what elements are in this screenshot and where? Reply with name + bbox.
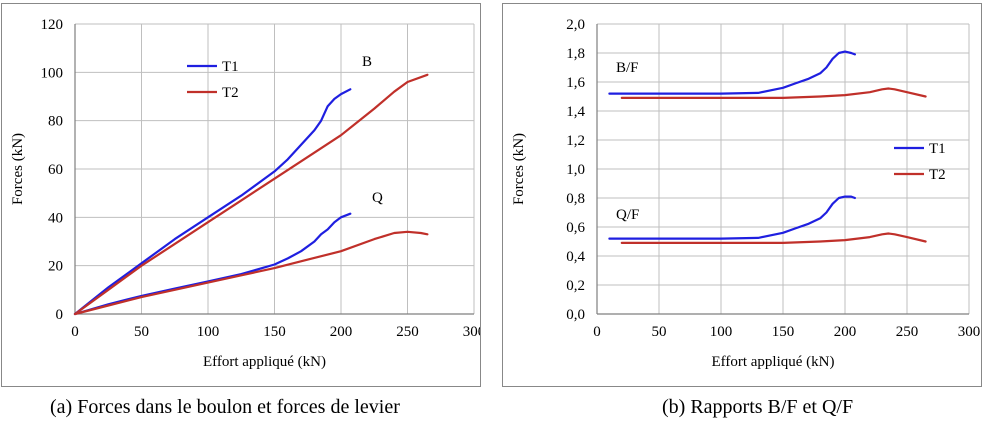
y-tick-label: 1,8: [566, 46, 585, 62]
x-tick-label: 200: [834, 324, 857, 340]
curve-annotation: Q: [372, 190, 383, 206]
y-tick-label: 120: [41, 17, 64, 33]
y-tick-label: 0,0: [566, 307, 585, 323]
legend-label-t2: T2: [929, 167, 946, 183]
y-tick-label: 1,4: [566, 104, 585, 120]
y-axis-title: Forces (kN): [10, 133, 26, 205]
x-tick-label: 50: [134, 324, 149, 340]
x-tick-label: 250: [896, 324, 919, 340]
caption-ratios: (b) Rapports B/F et Q/F: [662, 396, 854, 418]
x-tick-label: 100: [197, 324, 220, 340]
x-tick-label: 0: [593, 324, 601, 340]
series-line-t2-b: [73, 73, 429, 316]
series-line-t1-b: [73, 88, 352, 316]
x-axis-title: Effort appliqué (kN): [203, 354, 326, 370]
y-axis-title: Forces (kN): [511, 133, 527, 205]
y-tick-label: 60: [48, 162, 63, 178]
y-tick-label: 80: [48, 114, 63, 130]
series-line-t1-bf: [608, 50, 856, 95]
curve-annotation: B/F: [616, 60, 639, 76]
x-axis-title: Effort appliqué (kN): [711, 354, 834, 370]
y-tick-label: 20: [48, 259, 63, 275]
curve-annotation: B: [362, 54, 372, 70]
series-line-t1-qf: [608, 195, 856, 240]
chart-panel-forces: 0 50 100 150 200 250 300 0 20 40 60 80 100 120 Effort …: [1, 3, 481, 387]
x-tick-label: 250: [396, 324, 419, 340]
x-tick-label: 150: [263, 324, 286, 340]
x-tick-label: 200: [330, 324, 353, 340]
y-tick-label: 0,8: [566, 191, 585, 207]
y-tick-label: 0: [56, 307, 64, 323]
series-line-t2-q: [73, 230, 429, 316]
y-tick-label: 0,6: [566, 220, 585, 236]
caption-forces: (a) Forces dans le boulon et forces de l…: [50, 396, 400, 418]
y-tick-label: 2,0: [566, 17, 585, 33]
legend-label-t1: T1: [929, 141, 946, 157]
y-tick-label: 40: [48, 210, 63, 226]
series-line-t2-bf: [620, 87, 927, 100]
y-tick-label: 100: [41, 65, 64, 81]
x-tick-label: 50: [652, 324, 667, 340]
series-line-t2-qf: [620, 232, 927, 244]
series-line-t1-q: [73, 212, 352, 316]
y-tick-label: 1,0: [566, 162, 585, 178]
x-tick-label: 300: [958, 324, 981, 340]
ratios-chart: 0 50 100 150 200 250 300 0,0 0,2 0,4 0,6 0,8 1,0 1,2 1…: [511, 17, 981, 370]
x-tick-label: 150: [772, 324, 795, 340]
y-tick-label: 1,2: [566, 133, 585, 149]
curve-annotation: Q/F: [616, 207, 639, 223]
y-tick-label: 1,6: [566, 75, 585, 91]
x-tick-label: 300: [463, 324, 480, 340]
y-tick-label: 0,2: [566, 278, 585, 294]
x-tick-label: 100: [710, 324, 733, 340]
y-tick-label: 0,4: [566, 249, 585, 265]
x-tick-label: 0: [71, 324, 79, 340]
legend-label-t2: T2: [222, 85, 239, 101]
chart-panel-ratios: 0 50 100 150 200 250 300 0,0 0,2 0,4 0,6 0,8 1,0 1,2 1…: [502, 3, 982, 387]
forces-chart: 0 50 100 150 200 250 300 0 20 40 60 80 100 120 Effort …: [10, 17, 480, 370]
legend-label-t1: T1: [222, 59, 239, 75]
